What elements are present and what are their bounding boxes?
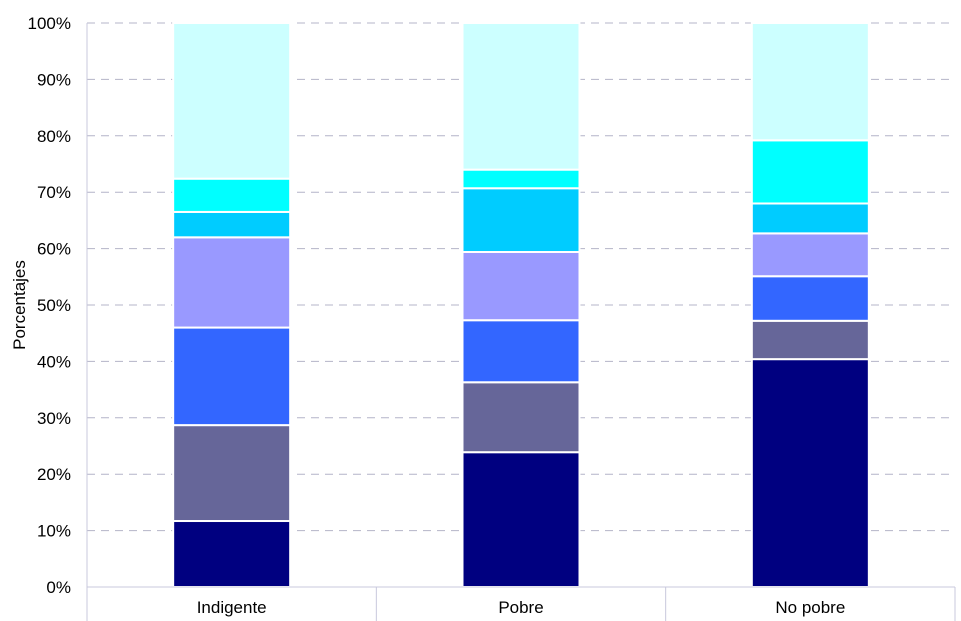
bar-segment bbox=[461, 22, 581, 171]
y-tick-label: 30% bbox=[37, 409, 71, 428]
x-tick-label: No pobre bbox=[775, 598, 845, 617]
bar-segment bbox=[750, 202, 870, 235]
bar-segment bbox=[172, 236, 292, 329]
bar-segment bbox=[750, 22, 870, 142]
y-tick-label: 50% bbox=[37, 296, 71, 315]
bar-segment bbox=[750, 232, 870, 278]
bar-segment bbox=[172, 22, 292, 180]
y-tick-labels: 0% 10% 20% 30% 40% 50% 60% 70% 80% 90% 100% bbox=[28, 14, 71, 597]
y-tick-label: 40% bbox=[37, 352, 71, 371]
y-tick-label: 70% bbox=[37, 183, 71, 202]
bars bbox=[172, 22, 870, 589]
bar-segment bbox=[750, 319, 870, 361]
x-tick-label: Pobre bbox=[498, 598, 543, 617]
bar-segment bbox=[750, 358, 870, 589]
bar-segment bbox=[172, 177, 292, 213]
x-tick-label: Indigente bbox=[197, 598, 267, 617]
bar-segment bbox=[172, 520, 292, 589]
bar-segment bbox=[461, 187, 581, 253]
y-tick-label: 80% bbox=[37, 127, 71, 146]
y-tick-label: 0% bbox=[46, 578, 71, 597]
bar-segment bbox=[461, 381, 581, 454]
y-axis-title: Porcentajes bbox=[10, 260, 29, 350]
bar-segment bbox=[172, 210, 292, 239]
y-tick-label: 10% bbox=[37, 522, 71, 541]
y-tick-label: 20% bbox=[37, 465, 71, 484]
bar-segment bbox=[461, 451, 581, 589]
y-tick-label: 90% bbox=[37, 70, 71, 89]
bar-segment bbox=[461, 168, 581, 190]
bar-segment bbox=[461, 319, 581, 384]
bar-segment bbox=[750, 275, 870, 322]
x-tick-labels: Indigente Pobre No pobre bbox=[197, 598, 846, 617]
axes bbox=[86, 23, 956, 621]
y-tick-label: 100% bbox=[28, 14, 71, 33]
bar-segment bbox=[172, 424, 292, 523]
y-tick-label: 60% bbox=[37, 240, 71, 259]
bar-segment bbox=[461, 250, 581, 322]
bar-segment bbox=[750, 139, 870, 205]
bar-segment bbox=[172, 326, 292, 427]
